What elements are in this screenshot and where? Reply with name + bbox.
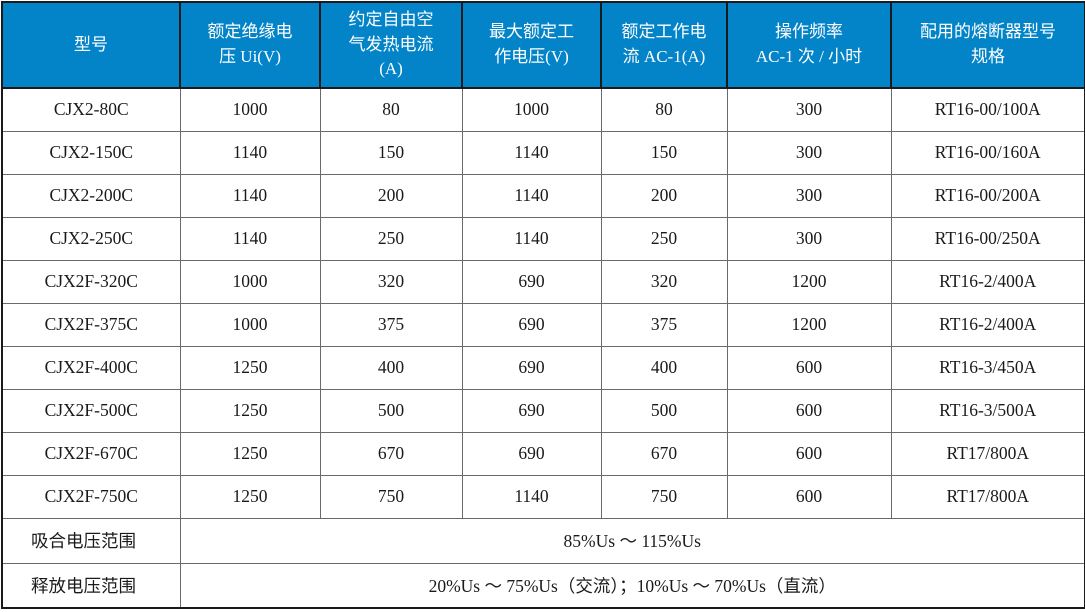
cell-frequency: 1200 xyxy=(726,259,892,304)
cell-frequency: 600 xyxy=(726,388,892,433)
cell-ith: 750 xyxy=(319,474,463,519)
cell-ui: 1140 xyxy=(179,173,321,218)
cell-ith: 150 xyxy=(319,130,463,175)
cell-ith: 500 xyxy=(319,388,463,433)
spec-row: CJX2-200C 1140 200 1140 200 300 RT16-00/… xyxy=(1,173,1085,218)
cell-fuse: RT16-00/250A xyxy=(890,216,1085,261)
col-header-fuse-spec: 配用的熔断器型号 规格 xyxy=(890,1,1085,89)
release-voltage-value: 20%Us ～ 75%Us（交流）；10%Us ～ 70%Us（直流） xyxy=(179,562,1085,609)
cell-ie: 80 xyxy=(600,87,728,132)
cell-fuse: RT17/800A xyxy=(890,474,1085,519)
pickup-voltage-row: 吸合电压范围 85%Us ～ 115%Us xyxy=(1,517,1085,564)
col-header-free-air-thermal-current: 约定自由空 气发热电流 (A) xyxy=(319,1,463,89)
cell-ith: 250 xyxy=(319,216,463,261)
cell-model: CJX2-200C xyxy=(1,173,181,218)
cell-model: CJX2F-320C xyxy=(1,259,181,304)
cell-model: CJX2F-670C xyxy=(1,431,181,476)
cell-ui: 1250 xyxy=(179,345,321,390)
cell-fuse: RT16-2/400A xyxy=(890,259,1085,304)
cell-fuse: RT16-00/100A xyxy=(890,87,1085,132)
spec-row: CJX2F-500C 1250 500 690 500 600 RT16-3/5… xyxy=(1,388,1085,433)
cell-ue: 690 xyxy=(461,431,602,476)
col-header-working-current: 额定工作电 流 AC-1(A) xyxy=(600,1,728,89)
cell-ie: 200 xyxy=(600,173,728,218)
cell-frequency: 600 xyxy=(726,431,892,476)
cell-ie: 375 xyxy=(600,302,728,347)
release-voltage-row: 释放电压范围 20%Us ～ 75%Us（交流）；10%Us ～ 70%Us（直… xyxy=(1,562,1085,609)
cell-ie: 320 xyxy=(600,259,728,304)
cell-frequency: 600 xyxy=(726,474,892,519)
cell-ui: 1140 xyxy=(179,216,321,261)
cell-ie: 750 xyxy=(600,474,728,519)
pickup-voltage-value: 85%Us ～ 115%Us xyxy=(179,517,1085,564)
cell-ue: 690 xyxy=(461,345,602,390)
spec-row: CJX2F-670C 1250 670 690 670 600 RT17/800… xyxy=(1,431,1085,476)
cell-fuse: RT16-00/160A xyxy=(890,130,1085,175)
cell-ue: 1000 xyxy=(461,87,602,132)
cell-frequency: 1200 xyxy=(726,302,892,347)
cell-ith: 670 xyxy=(319,431,463,476)
cell-ith: 375 xyxy=(319,302,463,347)
col-header-operating-frequency: 操作频率 AC-1 次 / 小时 xyxy=(726,1,892,89)
spec-row: CJX2-80C 1000 80 1000 80 300 RT16-00/100… xyxy=(1,87,1085,132)
spec-row: CJX2F-750C 1250 750 1140 750 600 RT17/80… xyxy=(1,474,1085,519)
cell-ui: 1140 xyxy=(179,130,321,175)
col-header-max-working-voltage: 最大额定工 作电压(V) xyxy=(461,1,602,89)
cell-ui: 1000 xyxy=(179,87,321,132)
cell-fuse: RT16-00/200A xyxy=(890,173,1085,218)
spec-row: CJX2-250C 1140 250 1140 250 300 RT16-00/… xyxy=(1,216,1085,261)
cell-frequency: 300 xyxy=(726,173,892,218)
cell-fuse: RT16-2/400A xyxy=(890,302,1085,347)
cell-model: CJX2F-375C xyxy=(1,302,181,347)
spec-row: CJX2F-375C 1000 375 690 375 1200 RT16-2/… xyxy=(1,302,1085,347)
cell-ui: 1000 xyxy=(179,302,321,347)
cell-ie: 400 xyxy=(600,345,728,390)
cell-frequency: 300 xyxy=(726,216,892,261)
cell-ui: 1250 xyxy=(179,431,321,476)
spec-row: CJX2-150C 1140 150 1140 150 300 RT16-00/… xyxy=(1,130,1085,175)
cell-fuse: RT17/800A xyxy=(890,431,1085,476)
col-header-model: 型号 xyxy=(1,1,181,89)
cell-fuse: RT16-3/500A xyxy=(890,388,1085,433)
cell-ui: 1250 xyxy=(179,474,321,519)
col-header-insulation-voltage: 额定绝缘电 压 Ui(V) xyxy=(179,1,321,89)
cell-ie: 250 xyxy=(600,216,728,261)
cell-ie: 670 xyxy=(600,431,728,476)
cell-ith: 80 xyxy=(319,87,463,132)
cell-model: CJX2-250C xyxy=(1,216,181,261)
header-row: 型号 额定绝缘电 压 Ui(V) 约定自由空 气发热电流 (A) 最大额定工 作… xyxy=(1,1,1085,89)
cell-model: CJX2-80C xyxy=(1,87,181,132)
cell-ie: 500 xyxy=(600,388,728,433)
cell-ue: 1140 xyxy=(461,130,602,175)
cell-ue: 690 xyxy=(461,259,602,304)
pickup-voltage-label: 吸合电压范围 xyxy=(1,517,181,564)
cell-ith: 200 xyxy=(319,173,463,218)
cell-fuse: RT16-3/450A xyxy=(890,345,1085,390)
cell-ith: 320 xyxy=(319,259,463,304)
cell-ue: 1140 xyxy=(461,474,602,519)
cell-model: CJX2-150C xyxy=(1,130,181,175)
cell-model: CJX2F-750C xyxy=(1,474,181,519)
cell-model: CJX2F-400C xyxy=(1,345,181,390)
cell-model: CJX2F-500C xyxy=(1,388,181,433)
cell-ui: 1000 xyxy=(179,259,321,304)
cell-frequency: 300 xyxy=(726,130,892,175)
cell-ui: 1250 xyxy=(179,388,321,433)
cell-frequency: 300 xyxy=(726,87,892,132)
cell-ue: 690 xyxy=(461,302,602,347)
spec-row: CJX2F-400C 1250 400 690 400 600 RT16-3/4… xyxy=(1,345,1085,390)
cell-ith: 400 xyxy=(319,345,463,390)
cell-ue: 1140 xyxy=(461,173,602,218)
spec-row: CJX2F-320C 1000 320 690 320 1200 RT16-2/… xyxy=(1,259,1085,304)
cell-ie: 150 xyxy=(600,130,728,175)
cell-frequency: 600 xyxy=(726,345,892,390)
cell-ue: 1140 xyxy=(461,216,602,261)
cell-ue: 690 xyxy=(461,388,602,433)
release-voltage-label: 释放电压范围 xyxy=(1,562,181,609)
